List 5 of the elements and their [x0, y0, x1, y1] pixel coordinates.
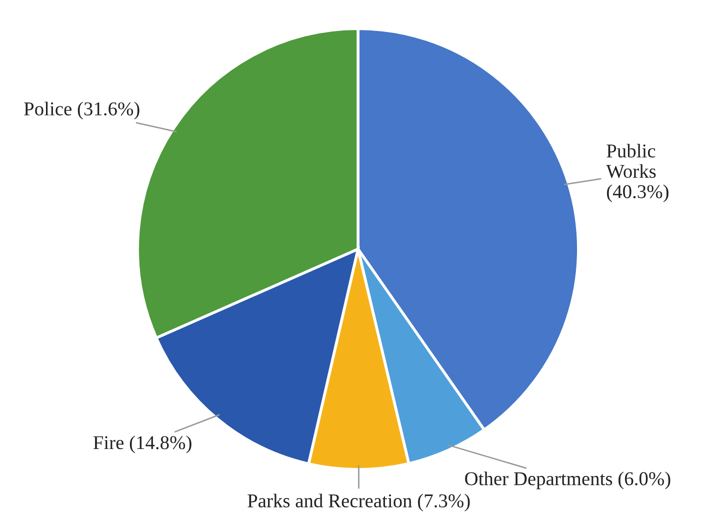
slice-label: Other Departments (6.0%) — [465, 472, 670, 490]
slice-label: Fire (14.8%) — [93, 436, 192, 454]
slice-label: Police (31.6%) — [24, 102, 140, 120]
slice-label: Parks and Recreation (7.3%) — [248, 494, 470, 512]
slice-label: Public Works (40.3%) — [606, 144, 668, 202]
